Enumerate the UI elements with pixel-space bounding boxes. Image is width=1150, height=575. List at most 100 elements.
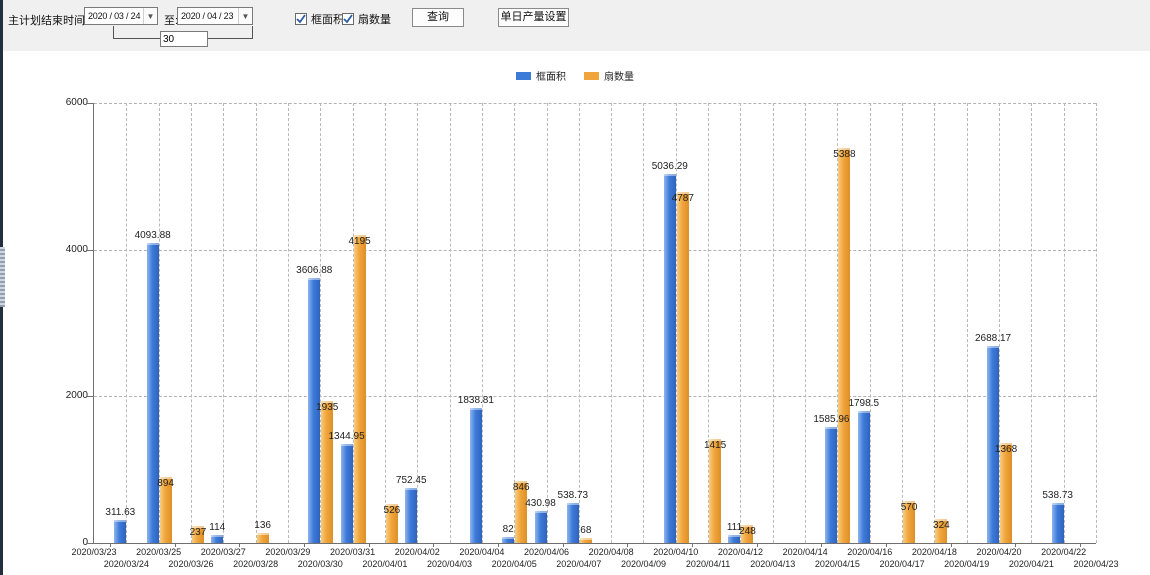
bar-框面积 [1051,503,1064,543]
splitter-handle[interactable] [0,247,5,307]
grid-line-horizontal [94,396,1096,398]
x-axis-date-label: 2020/04/12 [717,547,763,557]
grid-line-vertical [190,103,192,543]
grid-line-vertical [514,103,516,543]
bar-框面积 [825,426,838,543]
x-axis-tick [110,543,112,547]
start-date-picker[interactable]: 2020 / 03 / 24 ▼ [84,7,158,25]
x-axis-date-label: 2020/03/29 [265,547,311,557]
query-button[interactable]: 查询 [412,8,464,27]
bar-框面积 [211,534,224,543]
bar-框面积 [405,487,418,543]
x-axis-date-label: 2020/04/13 [750,559,796,569]
legend-item-fan-count[interactable]: 扇数量 [584,68,634,83]
checkbox-label: 扇数量 [358,14,391,26]
bar-扇数量 [903,501,916,543]
chevron-down-icon[interactable]: ▼ [238,8,252,24]
bar-value-label: 68 [580,525,592,536]
grid-line-vertical [869,103,871,543]
x-axis-date-label: 2020/04/01 [362,559,408,569]
grid-line-vertical [481,103,483,543]
bar-value-label: 136 [254,520,271,532]
bar-value-label: 4195 [348,236,371,248]
grid-line-vertical [449,103,451,543]
bar-扇数量 [353,235,366,543]
grid-line-vertical [223,103,225,543]
bar-扇数量 [191,525,204,543]
checkbox-frame-area[interactable]: 框面积 [295,11,344,27]
grid-line-vertical [1031,103,1033,543]
bar-扇数量 [159,477,172,543]
bar-扇数量 [256,533,269,543]
bar-框面积 [857,411,870,543]
grid-line-vertical [643,103,645,543]
x-axis-tick [1015,543,1017,547]
daily-output-settings-button[interactable]: 单日产量设置 [498,8,569,27]
grid-line-vertical [320,103,322,543]
y-axis-tick [87,396,94,398]
x-axis-tick [950,543,952,547]
grid-line-vertical [611,103,613,543]
bar-value-label: 1585.96 [813,413,850,425]
x-axis-date-label: 2020/04/15 [814,559,860,569]
x-axis-date-label: 2020/04/22 [1041,547,1087,557]
bar-扇数量 [838,147,851,543]
chevron-down-icon[interactable]: ▼ [143,8,157,24]
checkbox-checked-icon[interactable] [295,13,307,25]
grid-line-vertical [1096,103,1097,543]
bar-value-label: 4787 [671,192,694,204]
legend-item-frame-area[interactable]: 框面积 [516,68,566,83]
x-axis-tick [1079,543,1081,547]
grid-line-vertical [384,103,386,543]
bar-value-label: 752.45 [395,474,427,486]
legend-swatch-icon [584,71,599,80]
grid-line-vertical [708,103,710,543]
x-axis-date-label: 2020/04/08 [588,547,634,557]
bar-value-label: 82 [502,523,514,535]
x-axis-date-label: 2020/04/10 [653,547,699,557]
x-axis-date-label: 2020/04/17 [879,559,925,569]
grid-line-vertical [934,103,936,543]
x-axis-tick [239,543,241,547]
interval-days-input[interactable] [160,31,208,47]
bar-value-label: 324 [933,520,950,532]
bar-扇数量 [579,538,592,543]
bar-value-label: 1838.81 [457,395,494,407]
grid-line-vertical [772,103,774,543]
grid-line-horizontal [94,249,1096,251]
bar-扇数量 [321,401,334,543]
bar-框面积 [728,534,741,543]
grid-line-vertical [126,103,128,543]
grid-line-vertical [902,103,904,543]
checkbox-fan-count[interactable]: 扇数量 [342,11,391,27]
x-axis-date-label: 2020/04/03 [427,559,473,569]
x-axis-date-label: 2020/03/30 [297,559,343,569]
end-date-picker[interactable]: 2020 / 04 / 23 ▼ [177,7,253,25]
checkbox-checked-icon[interactable] [342,13,354,25]
x-axis-date-label: 2020/04/23 [1073,559,1119,569]
grid-line-vertical [999,103,1001,543]
bar-框面积 [663,173,676,543]
x-axis-tick [756,543,758,547]
checkbox-label: 框面积 [311,14,344,26]
bar-框面积 [566,503,579,543]
legend-label: 扇数量 [604,72,634,83]
grid-line-horizontal [94,103,1096,104]
grid-line-vertical [546,103,548,543]
bar-扇数量 [935,519,948,543]
bar-框面积 [469,408,482,543]
x-axis-date-label: 2020/04/18 [911,547,957,557]
x-axis-tick [627,543,629,547]
y-axis-tick-label: 4000 [65,243,88,255]
bar-框面积 [308,278,321,543]
x-axis-date-label: 2020/03/24 [103,559,149,569]
x-axis-date-label: 2020/04/19 [944,559,990,569]
x-axis-date-label: 2020/04/14 [782,547,828,557]
x-axis-date-label: 2020/04/09 [620,559,666,569]
x-axis-date-label: 2020/03/23 [71,547,117,557]
plan-end-time-label: 主计划结束时间: [8,15,89,27]
x-axis-tick [304,543,306,547]
bar-扇数量 [515,480,528,543]
bar-框面积 [502,536,515,543]
